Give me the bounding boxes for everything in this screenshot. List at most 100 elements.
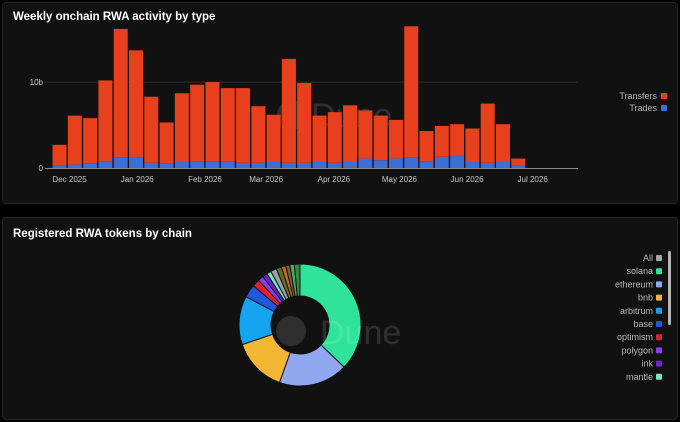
bar-transfers[interactable] [98,80,113,162]
bar-transfers[interactable] [281,58,296,163]
bar-transfers[interactable] [480,103,495,163]
legend-swatch [656,360,662,367]
bar-trades[interactable] [113,157,128,168]
bar-trades[interactable] [129,157,144,168]
bar-transfers[interactable] [511,158,526,166]
tokens-by-chain-donut-chart: Dune All solana ethereum bnb arbitrum base opt… [238,253,662,387]
legend-item-all[interactable]: All [643,253,653,263]
bar-trades[interactable] [174,161,189,168]
dune-logo-icon [276,316,306,346]
bar-trades[interactable] [236,162,251,168]
bar-trades[interactable] [220,161,235,168]
legend-item-transfers[interactable]: Transfers [619,91,657,101]
bar-trades[interactable] [419,161,434,168]
bar-transfers[interactable] [52,144,67,166]
legend-swatch [656,294,662,301]
legend-item-solana[interactable]: solana [626,266,653,276]
bar-trades[interactable] [495,161,510,168]
bar-trades[interactable] [266,161,281,168]
bar-transfers[interactable] [83,118,98,164]
x-tick-label: Dec 2025 [52,175,87,184]
bar-transfers[interactable] [373,115,388,161]
legend-item-polygon[interactable]: polygon [621,345,653,355]
bar-trades[interactable] [67,164,82,168]
bar-trades[interactable] [83,163,98,168]
bar-transfers[interactable] [113,28,128,158]
bar-trades[interactable] [98,161,113,168]
bar-trades[interactable] [297,162,312,168]
y-tick-label: 0 [39,164,44,173]
x-tick-label: Feb 2026 [188,175,222,184]
bar-transfers[interactable] [434,125,449,157]
bar-transfers[interactable] [404,26,419,158]
legend-item-base[interactable]: base [633,319,653,329]
x-tick-label: May 2026 [382,175,418,184]
bar-trades[interactable] [450,155,465,168]
weekly-activity-title: Weekly onchain RWA activity by type [13,11,216,23]
bar-transfers[interactable] [297,82,312,163]
bar-trades[interactable] [159,163,174,168]
x-tick-label: Jul 2026 [518,175,549,184]
bar-transfers[interactable] [465,128,480,162]
bar-transfers[interactable] [220,88,235,162]
bar-transfers[interactable] [205,82,220,162]
bar-transfers[interactable] [129,50,144,158]
bar-trades[interactable] [511,165,526,168]
dune-watermark-text: Dune [320,314,401,352]
legend-swatch [656,373,662,380]
bar-transfers[interactable] [358,110,373,159]
bar-trades[interactable] [373,160,388,168]
legend-swatch [656,321,662,327]
y-tick-label: 10b [30,78,44,87]
legend-item-ethereum[interactable]: ethereum [615,279,653,289]
bar-trades[interactable] [480,162,495,168]
bar-transfers[interactable] [266,114,281,162]
bar-trades[interactable] [404,157,419,168]
bar-trades[interactable] [465,161,480,168]
bar-transfers[interactable] [388,119,403,159]
bar-transfers[interactable] [190,84,205,162]
bar-trades[interactable] [327,162,342,168]
legend-swatch [656,268,662,275]
donut-hole [272,297,328,353]
legend-item-optimism[interactable]: optimism [617,332,653,342]
legend-swatch [656,255,662,261]
x-tick-label: Mar 2026 [249,175,283,184]
bar-transfers[interactable] [495,124,510,162]
bar-transfers[interactable] [236,88,251,163]
bar-transfers[interactable] [343,105,358,162]
legend-swatch [656,334,662,341]
donut-slice-solana[interactable] [299,263,362,368]
legend-item-trades[interactable]: Trades [629,103,657,113]
bar-trades[interactable] [358,158,373,168]
bar-trades[interactable] [190,161,205,168]
bar-transfers[interactable] [251,106,266,163]
bar-trades[interactable] [312,161,327,168]
bar-trades[interactable] [434,156,449,168]
legend-swatch [656,281,662,288]
legend-scrollbar[interactable] [668,251,671,325]
legend-item-mantle[interactable]: mantle [626,372,653,382]
x-tick-label: Jun 2026 [451,175,484,184]
bar-transfers[interactable] [327,112,342,163]
bar-transfers[interactable] [174,93,189,162]
bar-transfers[interactable] [312,115,327,162]
bar-trades[interactable] [251,162,266,168]
bar-transfers[interactable] [144,96,159,163]
donut-slice[interactable] [293,263,301,297]
legend-item-ink[interactable]: ink [641,359,653,369]
bar-trades[interactable] [144,162,159,168]
bar-trades[interactable] [205,161,220,168]
bar-transfers[interactable] [450,124,465,156]
bar-transfers[interactable] [419,131,434,162]
bar-trades[interactable] [343,161,358,168]
legend-item-arbitrum[interactable]: arbitrum [620,306,653,316]
bar-trades[interactable] [52,165,67,168]
bar-transfers[interactable] [159,122,174,164]
legend-item-bnb[interactable]: bnb [638,293,653,303]
bar-transfers[interactable] [67,115,82,165]
bar-trades[interactable] [388,158,403,168]
bar-trades[interactable] [281,162,296,168]
